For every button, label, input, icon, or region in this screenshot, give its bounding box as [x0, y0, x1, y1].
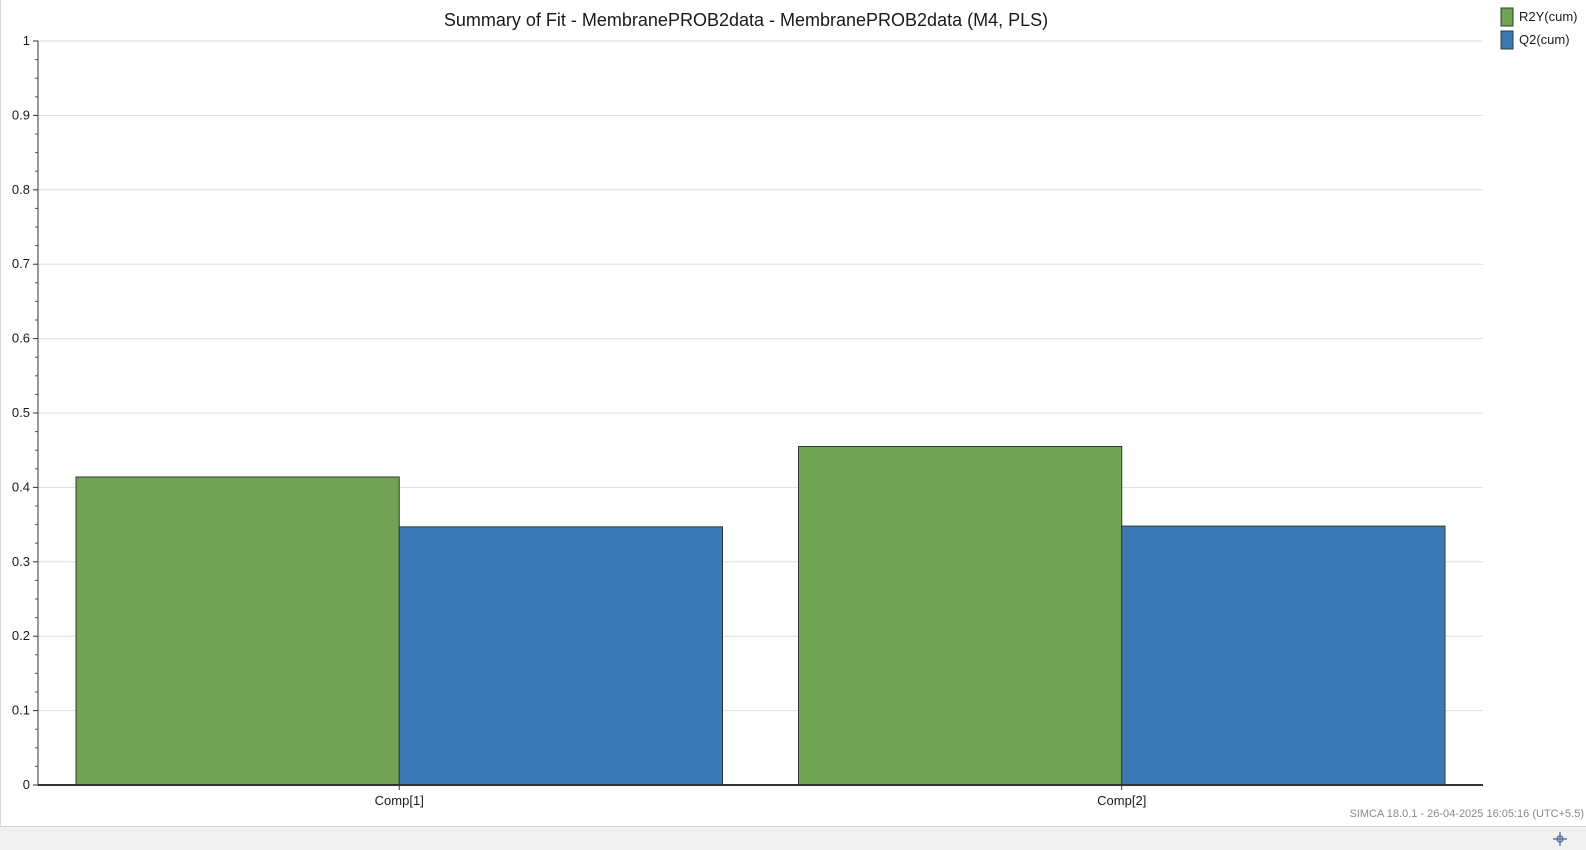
bar-q2-cum--comp-1- — [398, 526, 723, 786]
y-tick-label: 0.2 — [12, 628, 30, 643]
chart-title: Summary of Fit - MembranePROB2data - Mem… — [444, 10, 1048, 30]
y-tick-label: 0.5 — [12, 405, 30, 420]
legend-label: R2Y(cum) — [1519, 9, 1578, 24]
bar-q2-cum--comp-2- — [1121, 525, 1446, 786]
bars — [75, 445, 1446, 786]
y-tick-label: 0.1 — [12, 703, 30, 718]
crosshair-icon[interactable] — [1552, 831, 1568, 847]
y-tick-label: 0.8 — [12, 182, 30, 197]
y-tick-label: 1 — [23, 33, 30, 48]
x-tick-label: Comp[2] — [1097, 793, 1146, 808]
summary-of-fit-chart[interactable]: 0 0.1 0.2 0.3 0.4 0.5 0.6 0.7 0.8 0.9 1 Comp[1] Comp… — [1, 0, 1586, 826]
bar-r2y-cum--comp-2- — [798, 445, 1123, 786]
y-tick-label: 0.3 — [12, 554, 30, 569]
y-tick-label: 0 — [23, 777, 30, 792]
axes: 0 0.1 0.2 0.3 0.4 0.5 0.6 0.7 0.8 0.9 1 Comp[1] Comp… — [12, 33, 1483, 808]
legend-swatch — [1500, 30, 1514, 50]
version-timestamp: SIMCA 18.0.1 - 26-04-2025 16:05:16 (UTC+… — [1349, 808, 1585, 820]
legend-swatch — [1500, 7, 1514, 27]
bar-r2y-cum--comp-1- — [75, 476, 400, 786]
legend[interactable]: R2Y(cum) Q2(cum) — [1500, 7, 1578, 50]
x-tick-label: Comp[1] — [375, 793, 424, 808]
status-bar — [0, 826, 1586, 850]
legend-label: Q2(cum) — [1519, 32, 1570, 47]
y-tick-label: 0.9 — [12, 107, 30, 122]
plot-area[interactable]: 0 0.1 0.2 0.3 0.4 0.5 0.6 0.7 0.8 0.9 1 Comp[1] Comp… — [0, 0, 1586, 826]
y-tick-label: 0.4 — [12, 479, 30, 494]
y-tick-label: 0.7 — [12, 256, 30, 271]
y-tick-label: 0.6 — [12, 331, 30, 346]
